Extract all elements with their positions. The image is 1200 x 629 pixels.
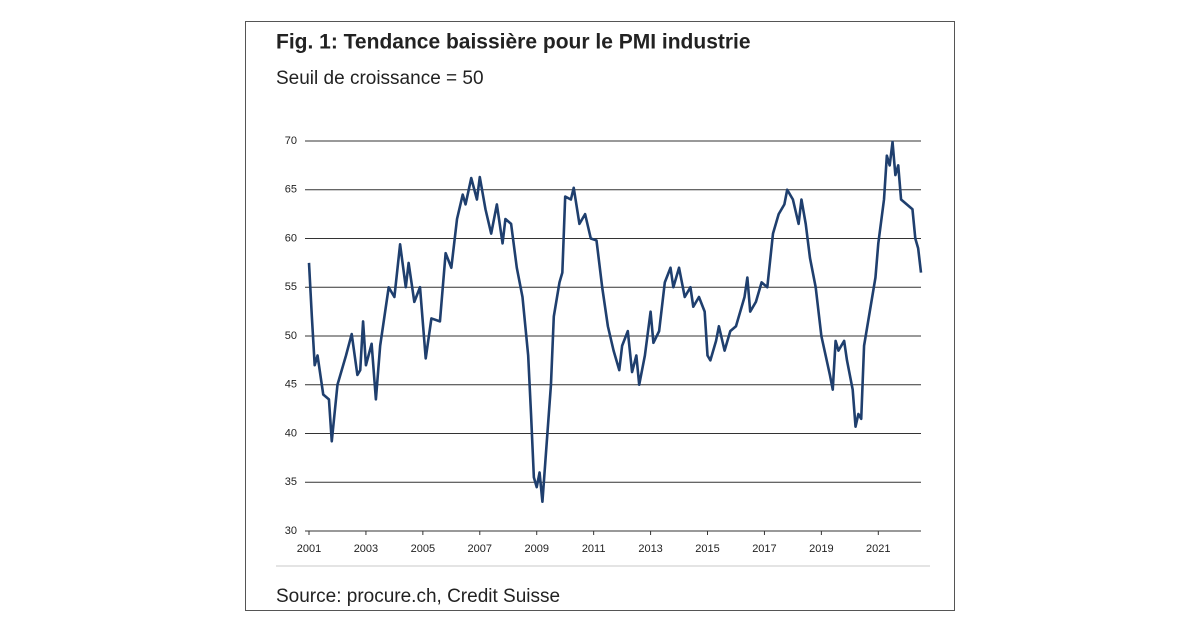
source: Source: procure.ch, Credit Suisse <box>276 586 560 607</box>
x-tick-label: 2021 <box>866 543 890 555</box>
x-tick-label: 2003 <box>354 543 378 555</box>
y-tick-label: 35 <box>285 476 297 488</box>
y-tick-label: 70 <box>285 135 297 147</box>
y-tick-label: 65 <box>285 184 297 196</box>
x-tick-label: 2001 <box>297 543 321 555</box>
pmi-line <box>307 140 923 504</box>
y-tick-label: 55 <box>285 281 297 293</box>
x-tick-label: 2017 <box>752 543 776 555</box>
y-tick-label: 45 <box>285 379 297 391</box>
x-tick-label: 2007 <box>468 543 492 555</box>
x-tick-label: 2013 <box>638 543 662 555</box>
y-tick-label: 30 <box>285 525 297 537</box>
x-tick-label: 2015 <box>695 543 719 555</box>
y-tick-label: 40 <box>285 427 297 439</box>
x-tick-label: 2011 <box>582 543 606 555</box>
x-tick-label: 2005 <box>411 543 435 555</box>
y-tick-label: 50 <box>285 330 297 342</box>
y-tick-label: 60 <box>285 232 297 244</box>
frame <box>245 21 955 611</box>
chart-title: Fig. 1: Tendance baissière pour le PMI i… <box>276 31 751 54</box>
x-tick-label: 2009 <box>524 543 548 555</box>
x-tick-label: 2019 <box>809 543 833 555</box>
chart-subtitle: Seuil de croissance = 50 <box>276 68 484 89</box>
